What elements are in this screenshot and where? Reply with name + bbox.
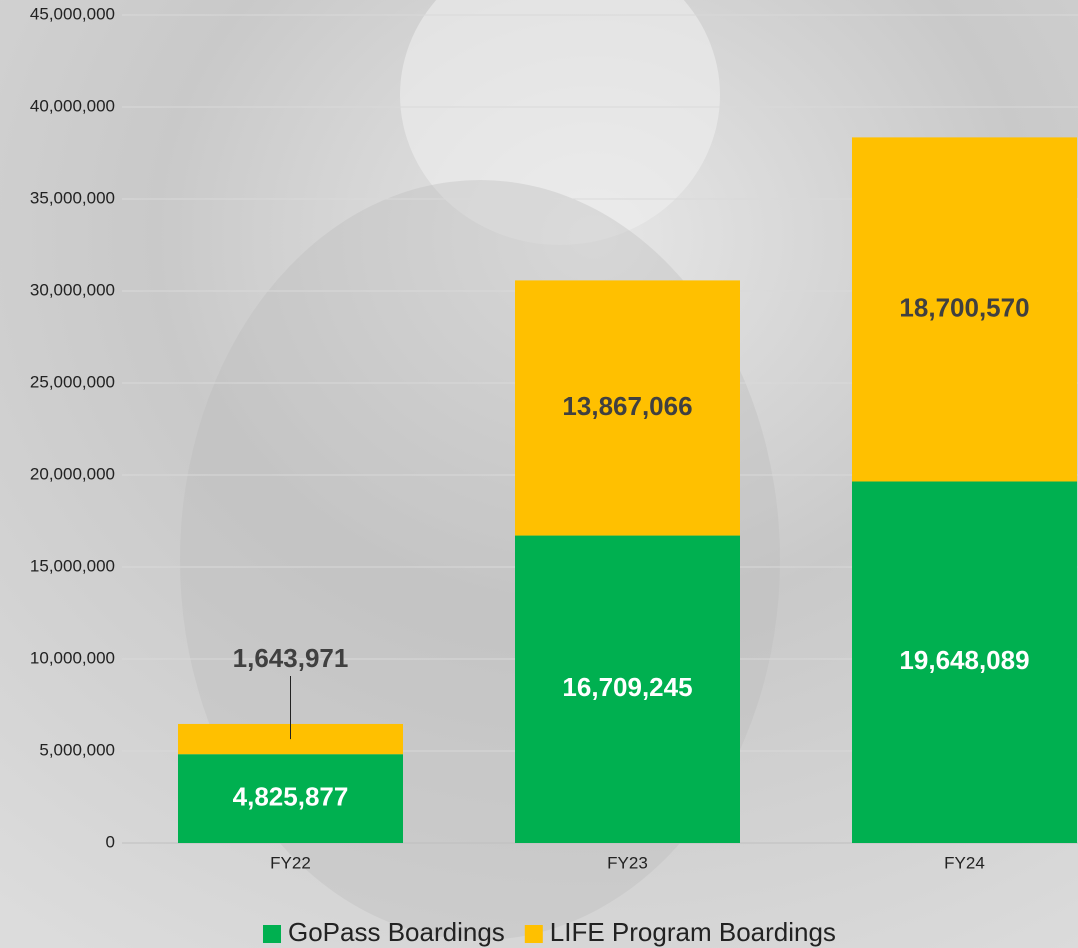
- y-tick-label: 30,000,000: [30, 280, 115, 299]
- y-tick-label: 0: [106, 832, 115, 851]
- data-label: 18,700,570: [899, 292, 1029, 322]
- data-label: 1,643,971: [233, 643, 349, 673]
- y-tick-label: 40,000,000: [30, 96, 115, 115]
- bar-segment: [178, 754, 403, 843]
- y-tick-label: 35,000,000: [30, 188, 115, 207]
- y-tick-label: 10,000,000: [30, 648, 115, 667]
- legend-swatch: [524, 925, 543, 943]
- bar-segment: [515, 535, 740, 843]
- bar-segment: [852, 137, 1077, 482]
- data-label: 13,867,066: [562, 391, 692, 421]
- photo-shape: [400, 0, 720, 245]
- bar-segment: [852, 481, 1077, 843]
- data-label: 4,825,877: [233, 781, 349, 811]
- y-tick-label: 5,000,000: [39, 740, 115, 759]
- y-tick-label: 45,000,000: [30, 4, 115, 23]
- y-tick-label: 20,000,000: [30, 464, 115, 483]
- data-label: 16,709,245: [562, 672, 692, 702]
- y-tick-label: 25,000,000: [30, 372, 115, 391]
- x-tick-label: FY22: [270, 853, 311, 872]
- legend-swatch: [263, 925, 281, 943]
- legend-label: GoPass Boardings: [288, 917, 505, 947]
- y-tick-label: 15,000,000: [30, 556, 115, 575]
- x-tick-label: FY24: [944, 853, 985, 872]
- x-tick-label: FY23: [607, 853, 648, 872]
- legend-label: LIFE Program Boardings: [550, 917, 836, 947]
- bar-segment: [515, 280, 740, 536]
- data-label: 19,648,089: [899, 645, 1029, 675]
